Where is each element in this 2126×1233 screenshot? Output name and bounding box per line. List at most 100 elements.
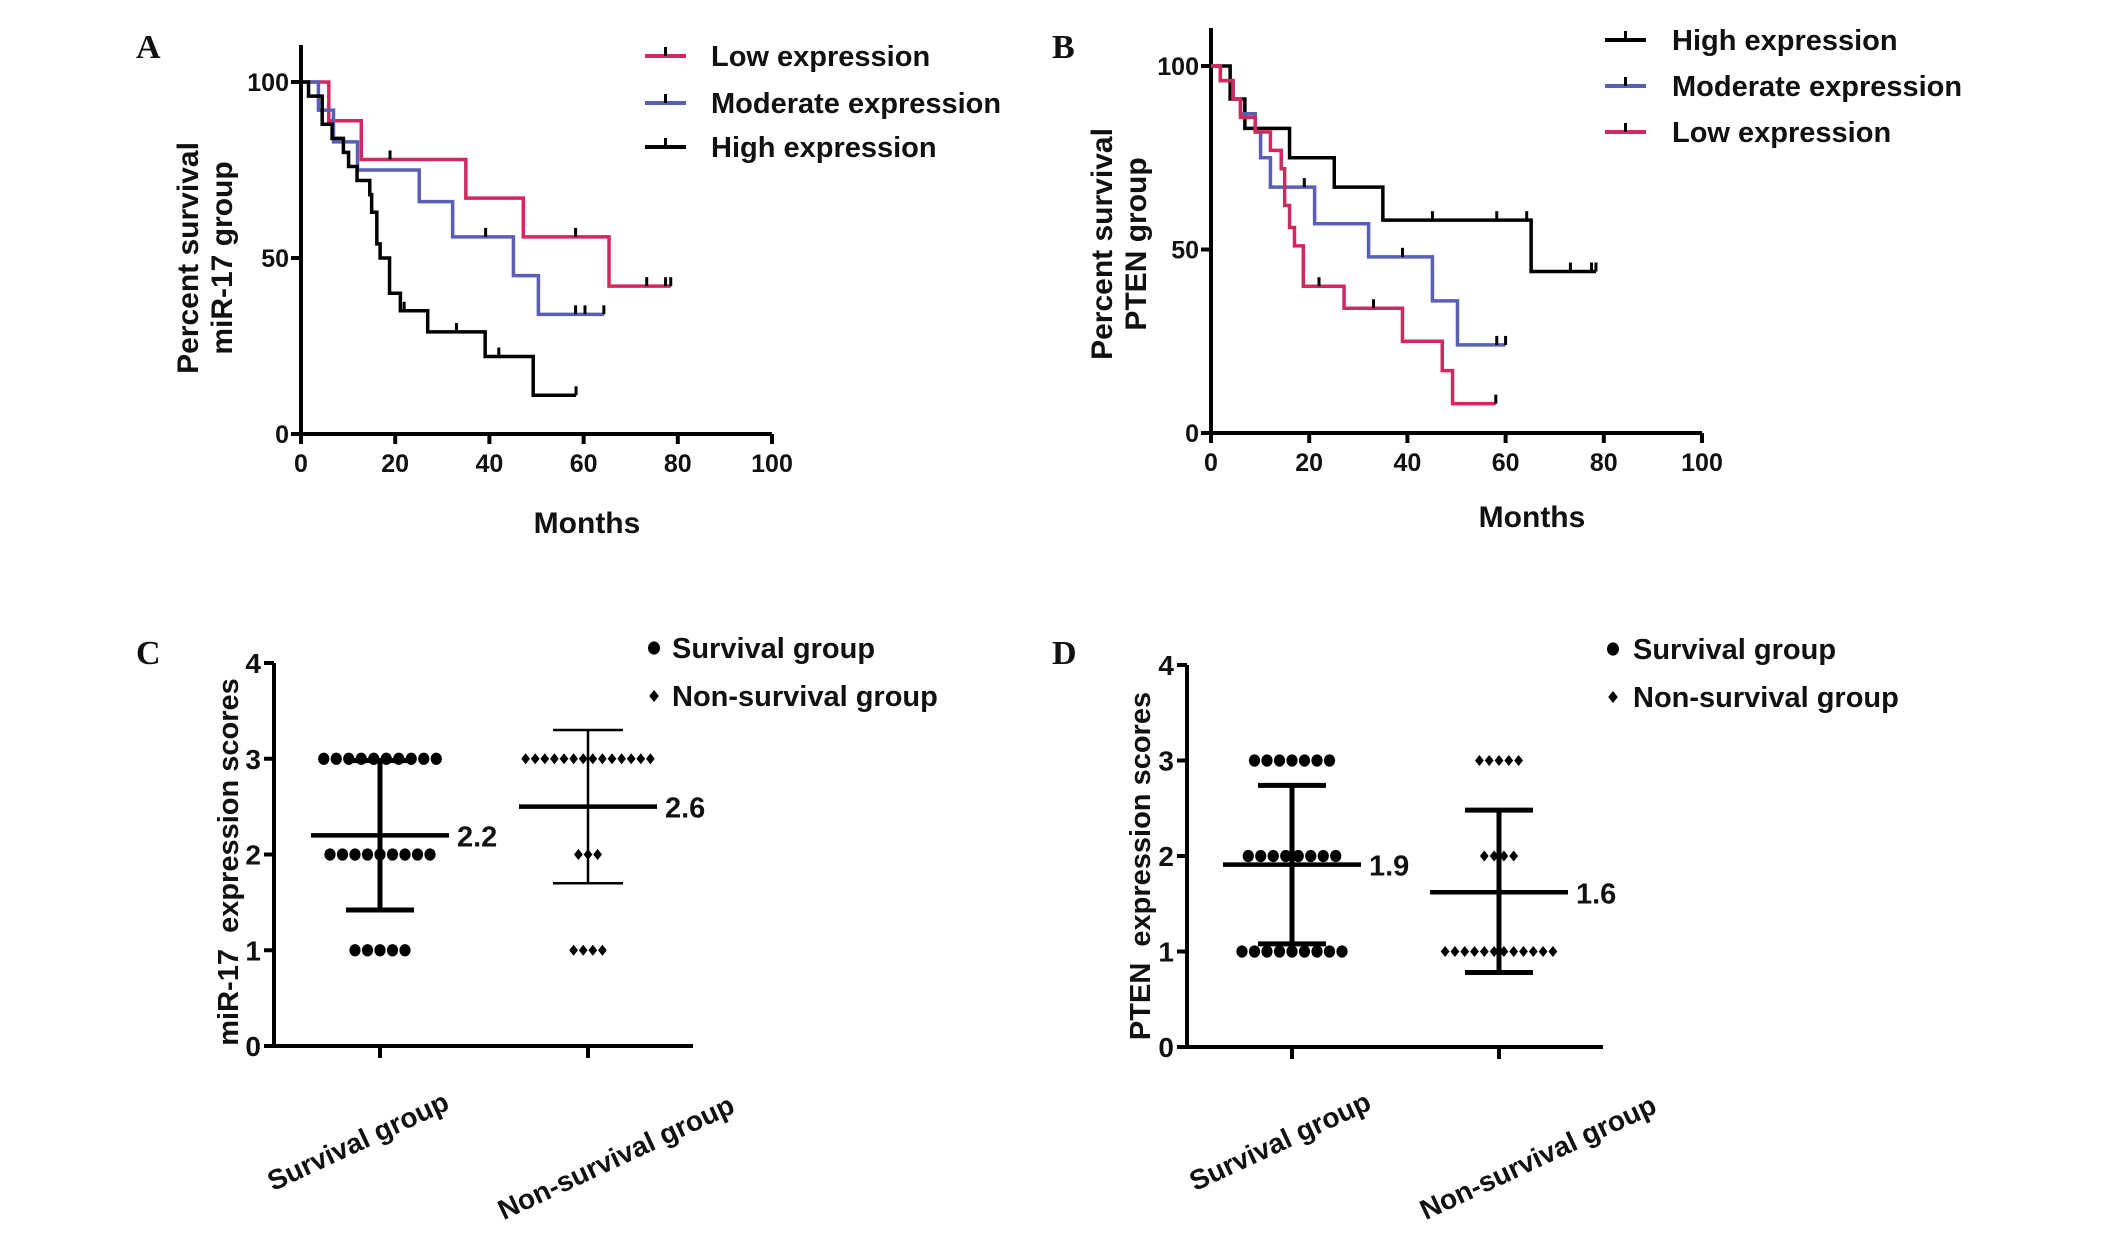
- b-x-tick-label: 100: [1681, 449, 1723, 477]
- c-data-point-non-survival-group: [593, 849, 602, 860]
- b-y-tick-label: 0: [1185, 420, 1199, 448]
- d-category-label-non-survival: Non-survival group: [1415, 1089, 1661, 1226]
- c-data-point-survival-group: [349, 848, 361, 861]
- b-y-axis-title-line1: Percent survival: [1086, 128, 1119, 360]
- b-x-tick-label: 40: [1393, 449, 1421, 477]
- c-data-point-non-survival-group: [588, 753, 598, 765]
- a-y-tick-label: 100: [247, 69, 289, 97]
- c-y-tick-label: 3: [245, 744, 261, 775]
- c-data-point-non-survival-group: [646, 753, 655, 765]
- d-mean-label-survival-group: 1.9: [1369, 851, 1409, 883]
- c-data-point-survival-group: [424, 848, 436, 861]
- c-data-point-non-survival-group: [530, 753, 540, 765]
- d-data-point-survival-group: [1292, 849, 1304, 863]
- d-data-point-non-survival-group: [1479, 946, 1489, 957]
- d-legend-label-1: Survival group: [1633, 634, 1836, 666]
- c-y-tick-label: 0: [245, 1031, 261, 1062]
- c-legend-marker-circle-icon: [648, 641, 660, 655]
- a-km-curve-low-expression: [301, 80, 671, 288]
- b-y-tick-label: 50: [1171, 237, 1199, 265]
- c-data-point-non-survival-group: [540, 753, 550, 765]
- d-data-point-non-survival-group: [1514, 755, 1523, 766]
- d-data-point-survival-group: [1330, 849, 1342, 863]
- d-data-point-survival-group: [1286, 754, 1298, 767]
- d-data-point-survival-group: [1267, 849, 1279, 863]
- panel-label-d: D: [1052, 635, 1077, 672]
- d-mean-label-non-survival-group: 1.6: [1576, 878, 1616, 910]
- c-data-point-survival-group: [330, 752, 342, 765]
- c-category-label-non-survival: Non-survival group: [493, 1089, 739, 1226]
- d-legend-marker-circle-icon: [1607, 642, 1619, 656]
- d-data-point-non-survival-group: [1475, 755, 1484, 766]
- a-x-tick-label: 100: [751, 450, 793, 478]
- d-data-point-non-survival-group: [1484, 755, 1494, 766]
- c-data-point-non-survival-group: [598, 944, 607, 956]
- c-data-point-survival-group: [399, 944, 411, 957]
- d-category-label-survival: Survival group: [1185, 1086, 1376, 1197]
- c-data-point-survival-group: [374, 944, 386, 957]
- c-mean-label-non-survival-group: 2.6: [665, 793, 705, 825]
- d-data-point-survival-group: [1248, 754, 1261, 767]
- d-y-tick-label: 1: [1158, 937, 1174, 968]
- b-x-tick-label: 60: [1492, 449, 1520, 477]
- d-data-point-survival-group: [1305, 849, 1317, 863]
- c-data-point-non-survival-group: [626, 753, 636, 765]
- d-data-point-survival-group: [1336, 945, 1348, 958]
- c-y-tick-label: 2: [245, 840, 261, 871]
- c-data-point-non-survival-group: [550, 753, 559, 765]
- d-data-point-survival-group: [1323, 754, 1336, 767]
- d-data-point-non-survival-group: [1440, 946, 1450, 957]
- panel-label-c: C: [136, 635, 161, 672]
- d-data-point-non-survival-group: [1509, 946, 1519, 957]
- c-data-point-survival-group: [399, 848, 411, 861]
- d-data-point-non-survival-group: [1494, 755, 1504, 766]
- b-km-curve-moderate-expression: [1211, 64, 1506, 347]
- c-y-tick-label: 1: [245, 935, 261, 966]
- d-data-point-non-survival-group: [1479, 850, 1489, 862]
- a-km-curve-moderate-expression: [301, 80, 604, 317]
- a-y-tick-label: 50: [261, 245, 289, 273]
- d-legend-marker-diamond-icon: [1608, 691, 1618, 703]
- c-category-label-survival: Survival group: [263, 1086, 454, 1197]
- c-y-tick-label: 4: [245, 648, 261, 679]
- b-legend-label-1: High expression: [1672, 25, 1898, 57]
- c-data-point-non-survival-group: [598, 753, 607, 765]
- c-data-point-non-survival-group: [588, 944, 598, 956]
- c-data-point-non-survival-group: [617, 753, 626, 765]
- a-x-tick-label: 0: [294, 450, 308, 478]
- d-data-point-non-survival-group: [1489, 850, 1499, 862]
- d-y-tick-label: 4: [1158, 650, 1174, 681]
- a-x-tick-label: 60: [570, 450, 598, 478]
- d-data-point-survival-group: [1298, 945, 1311, 958]
- d-data-point-survival-group: [1242, 849, 1254, 863]
- d-data-point-non-survival-group: [1499, 850, 1509, 862]
- d-data-point-non-survival-group: [1460, 946, 1470, 957]
- d-y-tick-label: 3: [1158, 746, 1174, 777]
- d-data-point-survival-group: [1248, 945, 1261, 958]
- c-axes: [272, 663, 693, 1048]
- c-y-axis-title: miR-17 expression scores: [213, 678, 245, 1046]
- c-data-point-survival-group: [430, 752, 442, 765]
- d-data-point-non-survival-group: [1519, 946, 1528, 957]
- a-x-tick-label: 80: [664, 450, 692, 478]
- c-mean-label-survival-group: 2.2: [457, 821, 497, 853]
- panel-label-b: B: [1052, 29, 1075, 66]
- c-data-point-survival-group: [418, 752, 430, 765]
- d-y-tick-label: 2: [1158, 841, 1174, 872]
- c-data-point-non-survival-group: [578, 753, 588, 765]
- d-data-point-survival-group: [1261, 945, 1273, 958]
- d-legend-label-2: Non-survival group: [1633, 682, 1899, 714]
- b-km-curve-low-expression: [1211, 64, 1496, 406]
- c-data-point-survival-group: [411, 848, 424, 861]
- c-data-point-survival-group: [361, 944, 374, 957]
- a-x-axis-title: Months: [534, 507, 641, 540]
- b-legend-label-2: Moderate expression: [1672, 71, 1962, 103]
- d-y-axis-title: PTEN expression scores: [1125, 692, 1157, 1040]
- a-legend-label-2: Moderate expression: [711, 88, 1001, 120]
- d-data-point-survival-group: [1273, 754, 1286, 767]
- d-data-point-survival-group: [1255, 849, 1267, 863]
- c-data-point-survival-group: [336, 848, 349, 861]
- c-data-point-survival-group: [361, 848, 374, 861]
- b-legend-label-3: Low expression: [1672, 117, 1891, 149]
